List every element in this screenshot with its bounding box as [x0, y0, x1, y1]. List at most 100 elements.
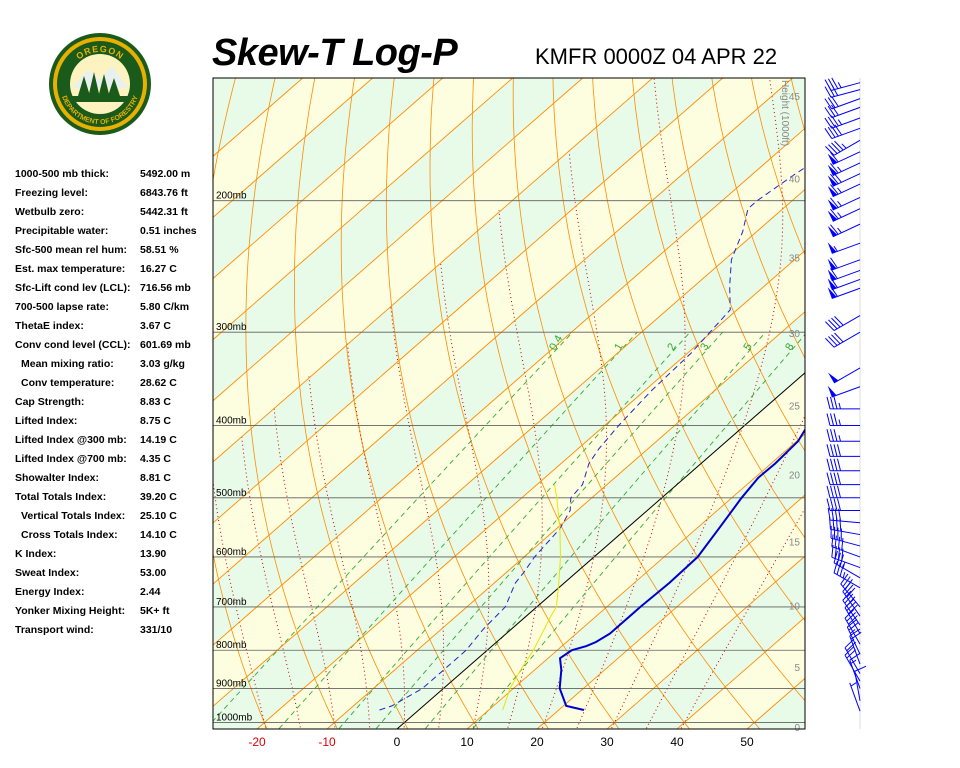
wind-barb-staff — [830, 537, 861, 547]
wind-barb-pennant — [827, 287, 837, 299]
isobar-label: 600mb — [216, 547, 247, 558]
dry-adiabat — [471, 78, 690, 729]
height-tick-label: 20 — [789, 471, 801, 482]
wind-barb — [827, 151, 861, 165]
index-label: Wetbulb zero: — [15, 206, 85, 218]
temperature-line — [558, 427, 805, 711]
index-value: 5K+ ft — [140, 605, 170, 617]
x-tick-label: -20 — [248, 735, 266, 749]
index-value: 2.44 — [140, 586, 161, 598]
wind-barb-flag — [831, 334, 841, 345]
wind-barb-staff — [831, 127, 861, 140]
wind-barb-staff — [831, 106, 861, 119]
wind-barb-pennant — [827, 242, 837, 254]
index-value: 5.80 C/km — [140, 301, 190, 313]
wind-barb-flag — [827, 78, 835, 90]
wind-barb — [827, 208, 861, 222]
plot-frame — [212, 77, 806, 730]
wind-barb-flag — [827, 105, 836, 117]
wind-barb-half-flag — [837, 212, 842, 218]
wind-barb-flag — [834, 332, 844, 343]
isotherm — [606, 555, 805, 729]
dry-adiabat — [905, 61, 960, 735]
sounding-series — [379, 167, 805, 711]
x-tick-label: 40 — [670, 735, 684, 749]
wind-barb-flag — [830, 163, 839, 174]
height-axis-title: Height (1000ft) — [779, 80, 790, 146]
wind-barb-flag — [830, 444, 834, 457]
index-value: 331/10 — [140, 624, 173, 636]
wind-barb-half-flag — [838, 419, 841, 426]
isotherms — [213, 78, 805, 729]
wind-barb-flag — [844, 638, 855, 649]
wind-barb-half-flag — [837, 187, 842, 194]
wind-barb-staff — [832, 162, 861, 177]
wind-barb-flag — [826, 498, 831, 511]
wind-barb-half-flag — [837, 82, 842, 88]
wind-barb-flag — [828, 336, 838, 346]
wind-barb-half-flag — [850, 682, 857, 687]
wind-barb-staff — [833, 315, 861, 331]
wind-barb — [827, 242, 861, 254]
dry-adiabat — [671, 78, 805, 452]
wind-barb-pennant — [827, 164, 838, 176]
wind-barb-staff — [831, 98, 861, 110]
wind-barb-flag — [833, 485, 838, 498]
wind-barb-flag — [844, 609, 855, 619]
x-tick-label: -10 — [318, 735, 336, 749]
wind-barb — [824, 115, 861, 129]
isobar-label: 400mb — [216, 415, 247, 426]
wind-barb-staff — [831, 259, 861, 271]
dry-adiabat — [632, 78, 805, 539]
wind-barb-staff — [833, 562, 861, 579]
wind-barb-half-flag — [837, 200, 842, 207]
wind-barb-flag — [824, 107, 833, 118]
wind-barb-flag — [844, 584, 854, 595]
wind-barb — [827, 268, 861, 282]
wind-barb-flag — [828, 319, 838, 330]
wind-barb-flag — [830, 458, 834, 471]
wind-barb-staff — [849, 660, 861, 689]
isotherm — [326, 311, 805, 729]
dry-adiabat — [552, 78, 805, 702]
index-value: 5442.31 ft — [140, 206, 188, 218]
dry-adiabat — [213, 78, 268, 729]
wind-barb-pennant — [827, 153, 838, 165]
height-tick-label: 30 — [789, 329, 801, 340]
index-value: 3.67 C — [140, 320, 171, 332]
wind-barb-flag — [841, 537, 844, 551]
wind-barb — [844, 638, 861, 674]
index-value: 3.03 g/kg — [140, 358, 185, 370]
wind-barb-pennant — [827, 199, 838, 211]
plot-background — [213, 78, 805, 729]
moist-adiabat — [346, 342, 406, 729]
wind-barb — [826, 396, 860, 410]
wind-barb-flag — [830, 184, 839, 195]
dry-adiabat — [592, 78, 805, 622]
wind-barb-pennant — [827, 225, 838, 237]
index-label: Yonker Mixing Height: — [15, 605, 126, 617]
mixing-ratio-line — [472, 333, 805, 729]
wind-barb-staff — [844, 647, 861, 674]
wind-barb-flag — [833, 396, 838, 409]
isotherm — [213, 188, 805, 707]
isobar-label: 1000mb — [216, 713, 253, 724]
wind-barb — [824, 77, 861, 91]
wind-barb-flag — [828, 144, 838, 154]
mixing-ratio-line — [338, 331, 691, 729]
wind-barb-staff — [831, 386, 861, 398]
wind-barb-flag — [827, 126, 836, 138]
wind-barb-staff — [830, 519, 861, 524]
wind-barb-flag — [837, 444, 841, 457]
x-tick-label: 10 — [460, 735, 474, 749]
wind-barb-staff — [830, 82, 861, 91]
wind-barb-staff — [844, 607, 861, 634]
x-tick-label: 30 — [600, 735, 614, 749]
wind-barb-flag — [826, 472, 831, 485]
wind-barb-flag — [826, 444, 831, 457]
index-value: 8.81 C — [140, 472, 171, 484]
isotherm — [213, 78, 443, 280]
parcel-line — [502, 484, 562, 711]
dry-adiabat — [711, 78, 805, 359]
